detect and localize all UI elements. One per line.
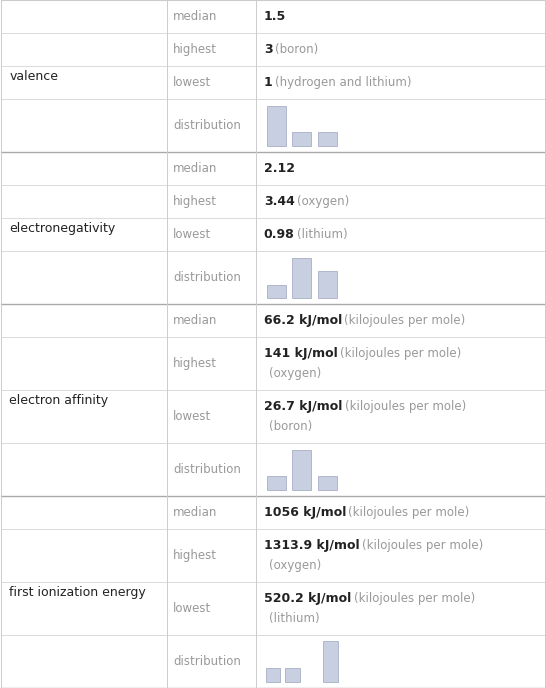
Text: lowest: lowest (173, 76, 211, 89)
Text: 26.7 kJ/mol: 26.7 kJ/mol (264, 400, 342, 413)
Bar (267, 476, 286, 490)
Bar (318, 476, 337, 490)
Bar (293, 132, 312, 146)
Text: first ionization energy: first ionization energy (9, 585, 146, 599)
Bar (323, 641, 338, 682)
Text: lowest: lowest (173, 410, 211, 423)
Text: 1: 1 (264, 76, 272, 89)
Text: 1313.9 kJ/mol: 1313.9 kJ/mol (264, 539, 359, 552)
Text: (kilojoules per mole): (kilojoules per mole) (344, 314, 465, 327)
Text: (boron): (boron) (269, 420, 312, 433)
Text: highest: highest (173, 195, 217, 208)
Text: 520.2 kJ/mol: 520.2 kJ/mol (264, 592, 351, 605)
Text: (kilojoules per mole): (kilojoules per mole) (362, 539, 483, 552)
Text: 2.12: 2.12 (264, 162, 295, 175)
Text: distribution: distribution (173, 463, 241, 476)
Bar (266, 668, 281, 682)
Text: highest: highest (173, 43, 217, 56)
Text: median: median (173, 314, 217, 327)
Text: (boron): (boron) (275, 43, 318, 56)
Text: (oxygen): (oxygen) (269, 559, 322, 572)
Text: (kilojoules per mole): (kilojoules per mole) (354, 592, 475, 605)
Text: 1.5: 1.5 (264, 10, 286, 23)
Text: (hydrogen and lithium): (hydrogen and lithium) (275, 76, 411, 89)
Text: median: median (173, 162, 217, 175)
Text: distribution: distribution (173, 271, 241, 284)
Text: median: median (173, 506, 217, 519)
Text: (lithium): (lithium) (269, 612, 320, 625)
Text: 0.98: 0.98 (264, 228, 294, 241)
Text: median: median (173, 10, 217, 23)
Text: highest: highest (173, 357, 217, 370)
Bar (293, 258, 312, 298)
Text: 66.2 kJ/mol: 66.2 kJ/mol (264, 314, 342, 327)
Text: 3: 3 (264, 43, 272, 56)
Text: distribution: distribution (173, 119, 241, 132)
Text: 1056 kJ/mol: 1056 kJ/mol (264, 506, 346, 519)
Bar (267, 285, 286, 298)
Text: (kilojoules per mole): (kilojoules per mole) (340, 347, 461, 360)
Text: (lithium): (lithium) (296, 228, 347, 241)
Text: (oxygen): (oxygen) (297, 195, 349, 208)
Text: lowest: lowest (173, 602, 211, 615)
Text: highest: highest (173, 549, 217, 562)
Text: electronegativity: electronegativity (9, 222, 116, 235)
Bar (293, 449, 312, 490)
Text: valence: valence (9, 69, 58, 83)
Text: (kilojoules per mole): (kilojoules per mole) (348, 506, 470, 519)
Text: electron affinity: electron affinity (9, 394, 109, 407)
Bar (318, 271, 337, 298)
Text: (kilojoules per mole): (kilojoules per mole) (345, 400, 466, 413)
Bar (318, 132, 337, 146)
Bar (285, 668, 300, 682)
Text: lowest: lowest (173, 228, 211, 241)
Bar (267, 105, 286, 146)
Text: (oxygen): (oxygen) (269, 367, 322, 380)
Text: distribution: distribution (173, 655, 241, 668)
Text: 141 kJ/mol: 141 kJ/mol (264, 347, 337, 360)
Text: 3.44: 3.44 (264, 195, 295, 208)
